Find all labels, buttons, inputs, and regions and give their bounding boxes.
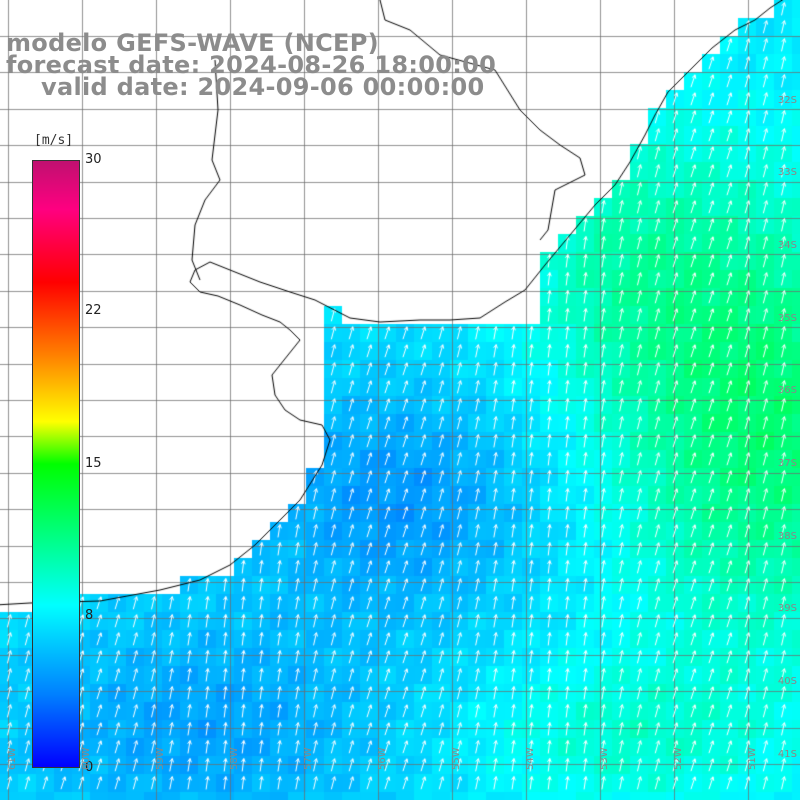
lon-label-60w: 60W [81,747,92,770]
lat-label-32s: 32S [777,95,797,106]
valid-date: valid date: 2024-09-06 00:00:00 [41,73,485,101]
lon-label-59w: 59W [155,747,166,770]
forecast-date: forecast date: 2024-08-26 18:00:00 [6,51,497,79]
wind-speed-colorbar [32,160,80,768]
lon-label-53w: 53W [599,747,610,770]
lat-label-38s: 38S [777,531,797,542]
lon-label-58w: 58W [229,747,240,770]
colorbar-tick-0: 0 [85,760,94,775]
colorbar-tick-8: 8 [85,608,94,623]
lon-label-55w: 55W [451,747,462,770]
lat-label-39s: 39S [777,603,797,614]
lon-label-56w: 56W [377,747,388,770]
lat-label-35s: 35S [777,313,797,324]
lat-label-41s: 41S [777,749,797,760]
colorbar-tick-22: 22 [85,303,102,318]
lon-label-54w: 54W [525,747,536,770]
lat-label-40s: 40S [777,676,797,687]
lon-label-57w: 57W [303,747,314,770]
lat-label-36s: 36S [777,385,797,396]
colorbar-unit: [m/s] [34,133,74,148]
lon-label-61w: 61W [7,747,18,770]
lat-label-33s: 33S [777,167,797,178]
lat-label-34s: 34S [777,240,797,251]
colorbar-tick-30: 30 [85,152,102,167]
lat-label-37s: 37S [777,458,797,469]
model-title: modelo GEFS-WAVE (NCEP) [6,29,379,57]
colorbar-tick-15: 15 [85,456,102,471]
lon-label-51w: 51W [747,747,758,770]
lon-label-52w: 52W [673,747,684,770]
